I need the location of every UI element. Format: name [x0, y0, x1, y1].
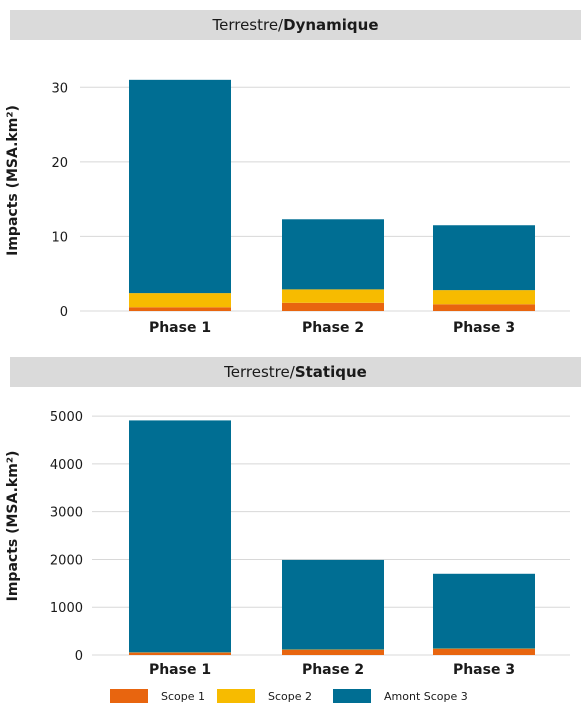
title-emphasis: Statique — [294, 363, 367, 381]
y-tick-label: 30 — [51, 81, 68, 96]
y-axis-label: Impacts (MSA.km²) — [5, 105, 21, 256]
chart-title-statique: Terrestre/Statique — [10, 357, 581, 387]
legend-item-scope2: Scope 2 — [217, 689, 312, 703]
legend-item-scope1: Scope 1 — [110, 689, 205, 703]
legend-label: Amont Scope 3 — [384, 689, 468, 703]
title-emphasis: Dynamique — [283, 16, 379, 34]
y-tick-label: 0 — [75, 649, 83, 664]
x-category-label: Phase 2 — [302, 662, 364, 678]
y-tick-label: 2000 — [50, 553, 83, 568]
legend-label: Scope 2 — [268, 689, 313, 703]
bar-scope-1 — [129, 652, 231, 655]
chart-statique: 0 1000 2000 3000 4000 5000 Impacts (MSA.km²) Ph… — [5, 410, 570, 678]
bar-scope-1 — [433, 304, 535, 311]
bar-amont-scope-3 — [129, 79, 231, 294]
y-axis-label: Impacts (MSA.km²) — [5, 451, 21, 602]
title-prefix: Terrestre/ — [224, 363, 295, 381]
x-category-label: Phase 3 — [453, 662, 515, 678]
bar-scope-1 — [282, 302, 384, 311]
x-category-label: Phase 2 — [302, 320, 364, 336]
bar-scope-1 — [282, 649, 384, 655]
x-category-label: Phase 1 — [149, 662, 211, 678]
y-tick-label: 3000 — [50, 506, 83, 521]
y-tick-label: 5000 — [50, 410, 83, 425]
bar-scope-1 — [129, 307, 231, 311]
legend-swatch-amont-scope3 — [333, 689, 371, 703]
bar-scope-2 — [129, 293, 231, 308]
bar-amont-scope-3 — [433, 573, 535, 649]
legend-label: Scope 1 — [161, 689, 206, 703]
bar-scope-2 — [282, 289, 384, 303]
x-category-label: Phase 3 — [453, 320, 515, 336]
legend-swatch-scope2 — [217, 689, 255, 703]
bar-amont-scope-3 — [129, 420, 231, 653]
bar-scope-1 — [433, 648, 535, 655]
y-tick-label: 4000 — [50, 458, 83, 473]
chart-title-dynamique: Terrestre/Dynamique — [10, 10, 581, 40]
title-prefix: Terrestre/ — [212, 16, 284, 34]
x-category-label: Phase 1 — [149, 320, 211, 336]
y-tick-label: 0 — [60, 305, 68, 320]
bar-amont-scope-3 — [433, 225, 535, 291]
legend-item-amont-scope3: Amont Scope 3 — [333, 689, 468, 703]
y-tick-label: 20 — [51, 156, 68, 171]
bar-amont-scope-3 — [282, 219, 384, 290]
y-tick-label: 1000 — [50, 601, 83, 616]
legend: Scope 1 Scope 2 Amont Scope 3 — [0, 689, 585, 705]
bar-scope-2 — [433, 290, 535, 305]
bar-amont-scope-3 — [282, 559, 384, 650]
y-tick-label: 10 — [51, 230, 68, 245]
chart-dynamique: 0 10 20 30 Impacts (MSA.km²) Phase 1 Phase 2 Ph… — [5, 79, 570, 336]
legend-swatch-scope1 — [110, 689, 148, 703]
